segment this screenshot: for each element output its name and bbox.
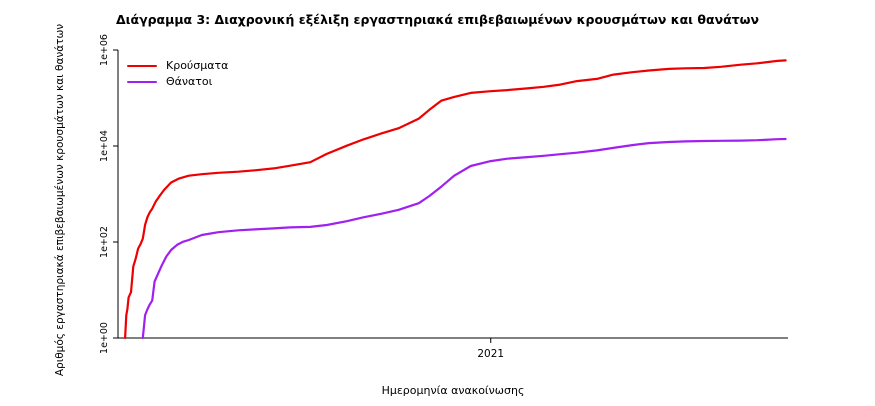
legend-label-cases: Κρούσματα xyxy=(166,59,229,72)
y-tick-label: 1e+04 xyxy=(99,130,110,162)
chart-title: Διάγραμμα 3: Διαχρονική εξέλιξη εργαστηρ… xyxy=(115,12,760,27)
chart-legend: Κρούσματα Θάνατοι xyxy=(127,58,228,90)
legend-item-cases: Κρούσματα xyxy=(127,58,228,74)
legend-item-deaths: Θάνατοι xyxy=(127,74,228,90)
x-axis-label: Ημερομηνία ανακοίνωσης xyxy=(381,384,525,397)
deaths-line-swatch xyxy=(127,80,157,84)
y-tick-label: 1e+02 xyxy=(99,226,110,258)
legend-label-deaths: Θάνατοι xyxy=(166,75,213,88)
x-tick-label: 2021 xyxy=(477,348,504,360)
series-line-1 xyxy=(141,137,787,340)
y-tick-label: 1e+06 xyxy=(99,34,110,66)
y-tick-label: 1e+00 xyxy=(99,322,110,354)
series-line-0 xyxy=(124,59,787,340)
cases-line-swatch xyxy=(127,64,157,68)
